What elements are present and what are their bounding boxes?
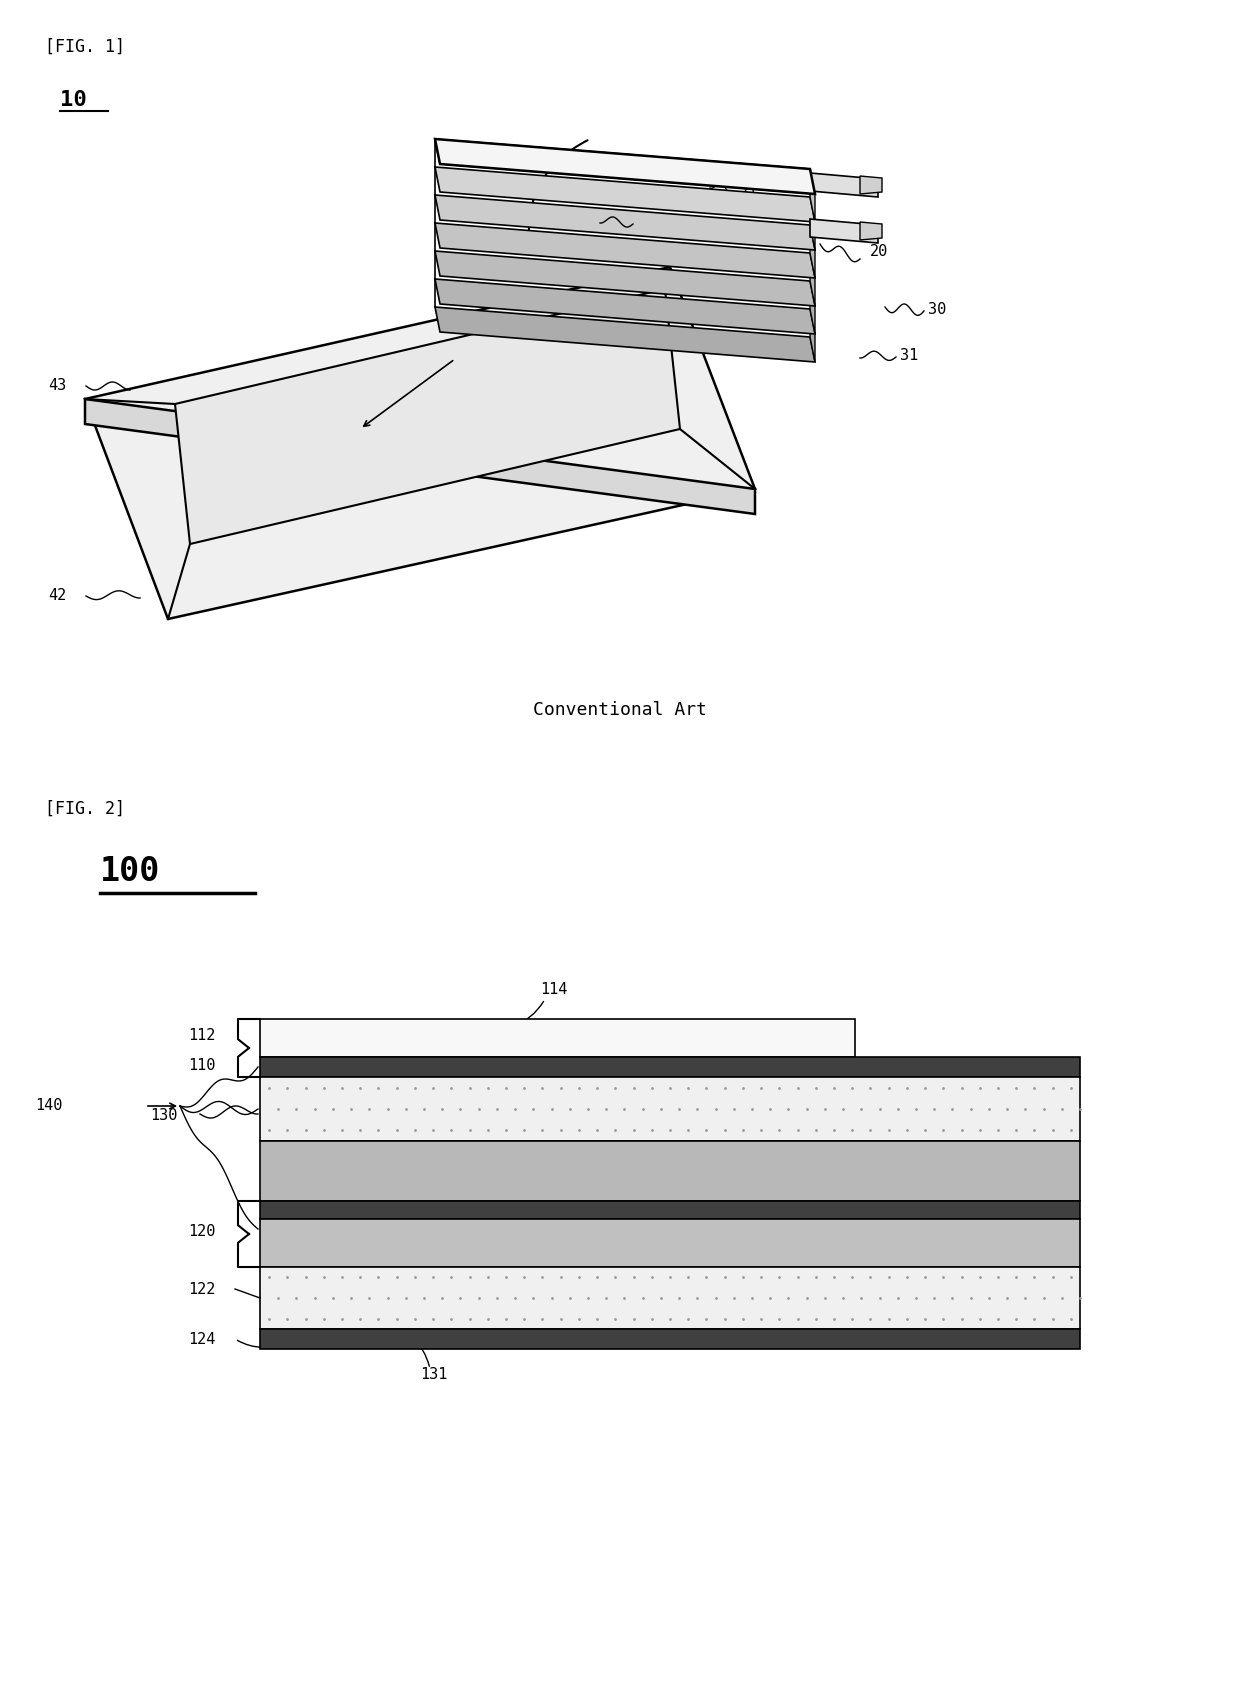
Text: 130: 130	[150, 1107, 177, 1122]
Text: 122: 122	[188, 1282, 216, 1298]
Polygon shape	[260, 1020, 856, 1057]
Polygon shape	[810, 220, 878, 244]
Polygon shape	[260, 1267, 1080, 1330]
Polygon shape	[260, 1330, 1080, 1349]
Polygon shape	[86, 268, 755, 619]
Text: 22: 22	[635, 215, 653, 230]
Text: 20: 20	[870, 244, 888, 259]
Polygon shape	[435, 280, 815, 334]
Polygon shape	[861, 223, 882, 240]
Polygon shape	[810, 281, 815, 334]
Polygon shape	[260, 1078, 1080, 1141]
Text: Conventional Art: Conventional Art	[533, 701, 707, 718]
Text: 30: 30	[928, 302, 946, 317]
Text: [FIG. 1]: [FIG. 1]	[45, 38, 125, 56]
Polygon shape	[435, 140, 815, 194]
Text: 114: 114	[539, 982, 568, 997]
Text: 43: 43	[48, 377, 66, 392]
Polygon shape	[260, 1219, 1080, 1267]
Text: 120: 120	[188, 1224, 216, 1240]
Polygon shape	[810, 225, 815, 280]
Text: [FIG. 2]: [FIG. 2]	[45, 800, 125, 817]
Text: 110: 110	[188, 1057, 216, 1072]
Polygon shape	[435, 167, 815, 223]
Polygon shape	[810, 198, 815, 251]
Polygon shape	[810, 174, 878, 198]
Polygon shape	[260, 1057, 1080, 1078]
Text: 124: 124	[188, 1332, 216, 1347]
Polygon shape	[810, 254, 815, 307]
Text: 100: 100	[100, 854, 160, 888]
Polygon shape	[810, 170, 815, 223]
Text: 42: 42	[48, 587, 66, 602]
Polygon shape	[86, 399, 755, 515]
Text: 31: 31	[900, 348, 919, 361]
Text: 112: 112	[188, 1026, 216, 1042]
Polygon shape	[175, 290, 680, 544]
Text: 131: 131	[420, 1367, 448, 1381]
Polygon shape	[810, 310, 815, 363]
Polygon shape	[260, 1141, 1080, 1202]
Text: 21: 21	[740, 184, 758, 199]
Text: 140: 140	[35, 1096, 62, 1112]
Polygon shape	[435, 252, 815, 307]
Text: 10: 10	[60, 90, 87, 109]
Polygon shape	[435, 309, 815, 363]
Polygon shape	[435, 140, 815, 194]
Polygon shape	[435, 196, 815, 251]
Polygon shape	[861, 177, 882, 194]
Polygon shape	[260, 1202, 1080, 1219]
Polygon shape	[435, 223, 815, 280]
